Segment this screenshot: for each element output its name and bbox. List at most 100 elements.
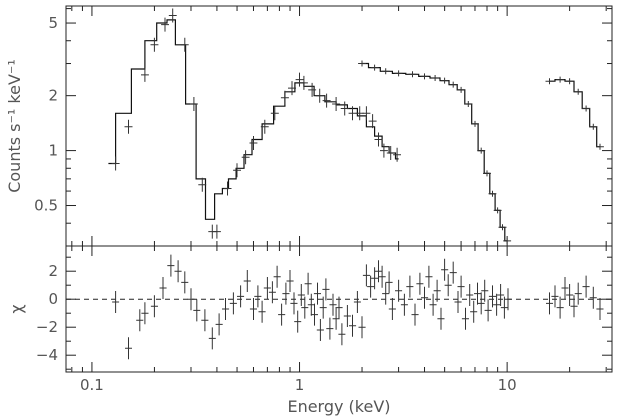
data-point [111, 156, 120, 171]
spectrum-panel: 0.5 1 2 5 [34, 5, 613, 247]
data-point [315, 88, 324, 103]
residual-point [141, 302, 149, 325]
residual-point [313, 282, 321, 305]
residual-point [433, 279, 441, 302]
residual-point [319, 296, 327, 319]
residual-point [174, 260, 182, 283]
residual-point [596, 298, 604, 320]
residual-point [561, 277, 569, 299]
data-point [362, 106, 371, 121]
y-tick-label: 5 [48, 14, 58, 32]
residual-point [570, 295, 578, 318]
residual-point [215, 313, 223, 336]
residual-point [243, 270, 251, 292]
residual-point [273, 265, 281, 288]
y-tick-label: 0 [48, 290, 58, 308]
data-point [288, 81, 296, 96]
residual-point [566, 284, 574, 306]
data-point [322, 93, 331, 108]
data-point [249, 136, 258, 150]
residual-point [385, 271, 393, 294]
residual-point [556, 296, 564, 319]
y-tick-label: 2 [48, 262, 58, 280]
residual-point [304, 272, 312, 295]
data-point [241, 150, 250, 165]
residual-point [286, 270, 294, 292]
residual-point [125, 337, 132, 360]
residual-point [461, 307, 469, 330]
data-point [370, 64, 379, 71]
residual-point [504, 288, 512, 311]
residual-point [395, 279, 403, 302]
residual-point [497, 284, 505, 306]
data-point [374, 132, 383, 147]
model-step-line [549, 79, 600, 148]
residual-point [493, 293, 501, 316]
data-point [340, 101, 349, 116]
data-point [348, 106, 357, 121]
residual-point [150, 295, 158, 318]
data-point [582, 105, 590, 112]
residual-point [326, 317, 334, 340]
data-point [556, 76, 565, 83]
data-point [355, 106, 364, 121]
data-point [464, 101, 473, 107]
residual-point [546, 292, 553, 315]
data-point [141, 67, 149, 82]
x-tick-label: 10 [498, 376, 517, 394]
data-point [381, 68, 390, 75]
data-point [393, 147, 401, 162]
data-point [124, 119, 133, 134]
residual-point [378, 265, 386, 288]
residual-point [335, 296, 343, 319]
data-point [358, 60, 366, 67]
residual-point [237, 285, 245, 308]
residual-point [481, 279, 489, 302]
data-point [503, 237, 512, 244]
x-tick-label: 1 [295, 376, 305, 394]
x-tick-label: 0.1 [80, 376, 104, 394]
residual-point [222, 298, 230, 320]
residual-point [208, 327, 216, 350]
residual-point [310, 303, 318, 326]
residual-point [268, 281, 276, 304]
data-point [574, 88, 583, 95]
data-point [498, 224, 507, 231]
residual-point [382, 282, 390, 305]
residual-point [500, 296, 508, 319]
data-point [471, 120, 479, 127]
residual-point [400, 293, 408, 316]
data-point [300, 75, 308, 90]
residual-point [316, 319, 324, 341]
residual-point [449, 261, 457, 284]
residual-point [294, 310, 302, 333]
residual-point [371, 267, 379, 290]
data-point [213, 224, 221, 239]
data-point [368, 114, 377, 129]
data-point [223, 181, 232, 196]
model-step-line [362, 62, 508, 242]
residual-point [411, 303, 419, 326]
y-tick-label: 1 [48, 142, 58, 160]
residual-point [406, 275, 414, 298]
residual-point [187, 288, 195, 311]
data-point [565, 78, 574, 85]
residual-point [367, 275, 375, 298]
residual-point [358, 316, 366, 339]
data-point [408, 71, 417, 78]
residual-point [301, 296, 309, 319]
data-point [596, 143, 604, 150]
residual-point [282, 282, 290, 305]
residual-point [181, 271, 189, 294]
residual-point [484, 299, 492, 322]
data-point [150, 37, 159, 52]
data-point [488, 190, 497, 197]
data-point [260, 119, 269, 134]
residual-point [307, 293, 315, 316]
data-point [233, 163, 241, 178]
residual-point [488, 285, 496, 308]
residual-point [263, 277, 271, 299]
residual-point [574, 282, 582, 305]
data-point [161, 17, 169, 32]
residual-point [297, 284, 305, 306]
